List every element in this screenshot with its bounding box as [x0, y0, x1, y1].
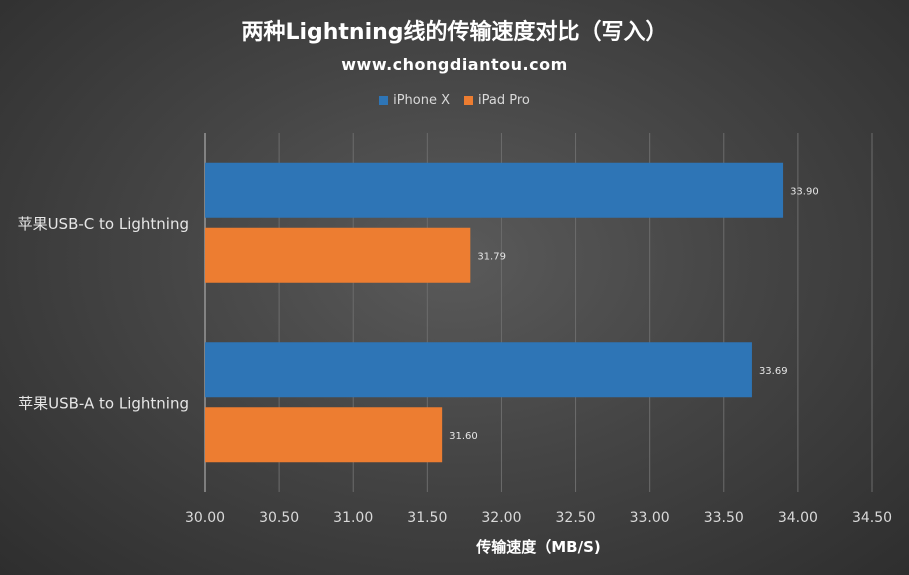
x-tick-label: 31.50 — [407, 510, 447, 526]
x-tick-label: 34.00 — [778, 510, 818, 526]
x-tick-label: 31.00 — [333, 510, 373, 526]
data-label: 33.69 — [759, 366, 788, 377]
legend-swatch-ipad-pro — [464, 96, 474, 105]
category-label: 苹果USB-C to Lightning — [18, 215, 189, 233]
chart-subtitle: www.chongdiantou.com — [341, 55, 568, 74]
chart-title: 两种Lightning线的传输速度对比（写入） — [241, 20, 668, 45]
data-label: 31.60 — [449, 431, 478, 442]
x-tick-label: 32.50 — [556, 510, 596, 526]
category-label: 苹果USB-A to Lightning — [18, 394, 189, 412]
bar — [205, 162, 784, 218]
data-label: 31.79 — [477, 251, 506, 262]
data-label: 33.90 — [790, 186, 819, 197]
bar — [205, 227, 471, 283]
legend-item-ipad-pro: iPad Pro — [464, 93, 530, 108]
x-tick-label: 30.50 — [259, 510, 299, 526]
legend: iPhone X iPad Pro — [0, 93, 909, 108]
x-axis-title: 传输速度（MB/S) — [475, 538, 601, 556]
x-tick-label: 33.50 — [704, 510, 744, 526]
legend-label-iphone-x: iPhone X — [393, 93, 451, 108]
x-tick-label: 30.00 — [185, 510, 225, 526]
x-tick-label: 32.00 — [481, 510, 521, 526]
legend-item-iphone-x: iPhone X — [379, 93, 450, 108]
bar — [205, 407, 443, 463]
legend-label-ipad-pro: iPad Pro — [478, 93, 530, 108]
x-tick-label: 34.50 — [852, 510, 892, 526]
x-tick-label: 33.00 — [630, 510, 670, 526]
legend-swatch-iphone-x — [379, 96, 389, 105]
bar — [205, 342, 752, 398]
